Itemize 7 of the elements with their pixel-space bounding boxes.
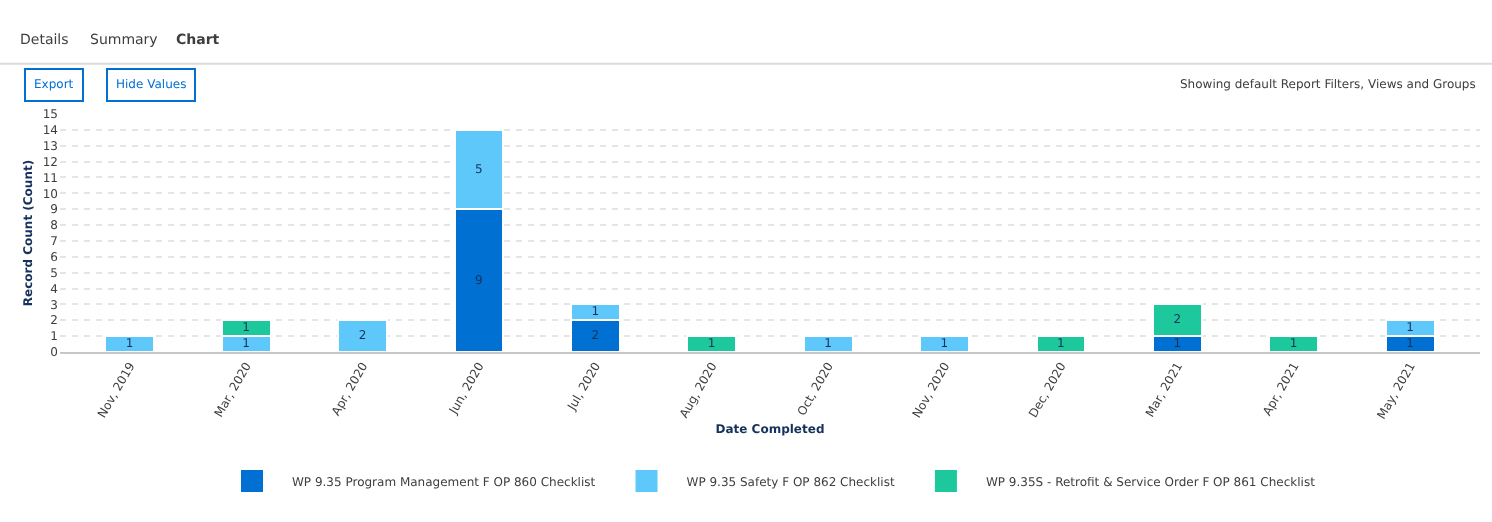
bar bbox=[802, 335, 854, 352]
bar bbox=[919, 335, 971, 352]
bar bbox=[1268, 335, 1320, 352]
bar bbox=[104, 335, 156, 352]
bar bbox=[686, 335, 738, 352]
bar bbox=[1035, 335, 1087, 352]
bar bbox=[337, 319, 389, 352]
